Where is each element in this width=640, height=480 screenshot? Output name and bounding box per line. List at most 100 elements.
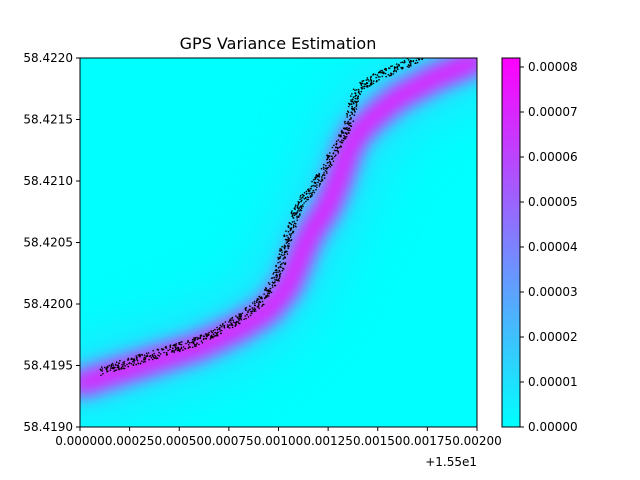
gps-point [398, 63, 400, 66]
gps-point [226, 326, 229, 328]
gps-point [275, 279, 278, 281]
gps-point [400, 67, 403, 69]
gps-point [281, 269, 284, 272]
gps-point [415, 59, 418, 62]
gps-point [244, 315, 246, 317]
gps-point [207, 334, 209, 337]
gps-point [347, 110, 349, 112]
gps-point [278, 269, 281, 272]
gps-point [322, 173, 325, 176]
gps-point [285, 238, 288, 241]
gps-point [352, 120, 355, 122]
gps-point [311, 180, 313, 183]
gps-point [106, 366, 109, 369]
gps-point [162, 348, 165, 351]
gps-point [296, 217, 298, 219]
gps-point [317, 181, 319, 184]
gps-point [178, 350, 181, 353]
gps-point [110, 367, 112, 370]
gps-point [334, 146, 337, 149]
gps-point [269, 289, 271, 292]
gps-point [372, 82, 375, 85]
gps-point [284, 263, 287, 266]
gps-point [275, 277, 278, 279]
gps-point [214, 335, 216, 337]
gps-point [351, 109, 354, 111]
gps-point [187, 343, 190, 346]
gps-point [283, 247, 286, 249]
gps-point [357, 100, 359, 102]
gps-point [175, 343, 177, 345]
gps-point [268, 283, 271, 286]
gps-point [440, 43, 442, 45]
gps-point [282, 267, 284, 270]
gps-point [292, 230, 295, 233]
gps-point [425, 53, 427, 55]
gps-point [143, 356, 146, 359]
gps-point [321, 179, 324, 181]
gps-point [271, 286, 274, 288]
gps-point [286, 253, 289, 255]
gps-point [272, 273, 275, 275]
gps-point [142, 361, 145, 363]
gps-point [172, 347, 174, 350]
gps-point [423, 56, 425, 58]
gps-point [158, 351, 160, 354]
colorbar-gradient [501, 57, 521, 428]
gps-point [198, 343, 200, 346]
gps-point [393, 68, 396, 70]
gps-point [369, 78, 372, 81]
gps-point [333, 155, 336, 158]
gps-point [122, 367, 124, 370]
gps-point [123, 364, 125, 366]
gps-point [351, 100, 354, 103]
gps-point [206, 335, 208, 338]
gps-point [315, 188, 317, 191]
gps-point [274, 279, 276, 281]
gps-point [439, 50, 441, 52]
gps-point [438, 47, 440, 49]
gps-point [305, 200, 307, 203]
gps-point [191, 346, 194, 349]
gps-point [299, 214, 301, 216]
y-tick-label: 58.4210 [23, 174, 73, 188]
gps-point [239, 322, 241, 325]
gps-point [221, 329, 223, 332]
gps-point [223, 324, 226, 327]
gps-point [249, 308, 251, 311]
gps-point [302, 205, 304, 208]
gps-point [351, 105, 353, 108]
gps-point [292, 226, 295, 229]
gps-point [223, 326, 225, 328]
gps-point [271, 284, 274, 287]
gps-point [231, 324, 234, 327]
gps-point [210, 336, 212, 339]
gps-point [306, 192, 308, 195]
gps-point [277, 256, 279, 259]
gps-point [443, 43, 445, 45]
gps-point [178, 343, 180, 345]
gps-point [443, 42, 445, 44]
gps-point [323, 172, 325, 174]
gps-point [414, 62, 417, 64]
gps-point [277, 266, 280, 269]
gps-point [255, 310, 257, 312]
gps-point [313, 191, 316, 194]
gps-point [453, 42, 455, 44]
gps-point [240, 319, 243, 321]
gps-point [320, 167, 323, 170]
gps-point [407, 64, 410, 66]
gps-point [454, 33, 456, 35]
gps-point [331, 158, 334, 160]
gps-point [247, 316, 250, 318]
gps-point [314, 177, 317, 180]
gps-point [443, 42, 445, 44]
gps-point [345, 132, 348, 135]
gps-point [442, 44, 444, 46]
gps-point [216, 332, 218, 334]
gps-point [231, 326, 234, 329]
gps-point [288, 245, 290, 247]
gps-point [279, 256, 282, 258]
gps-point [286, 240, 289, 242]
gps-point [430, 49, 432, 51]
